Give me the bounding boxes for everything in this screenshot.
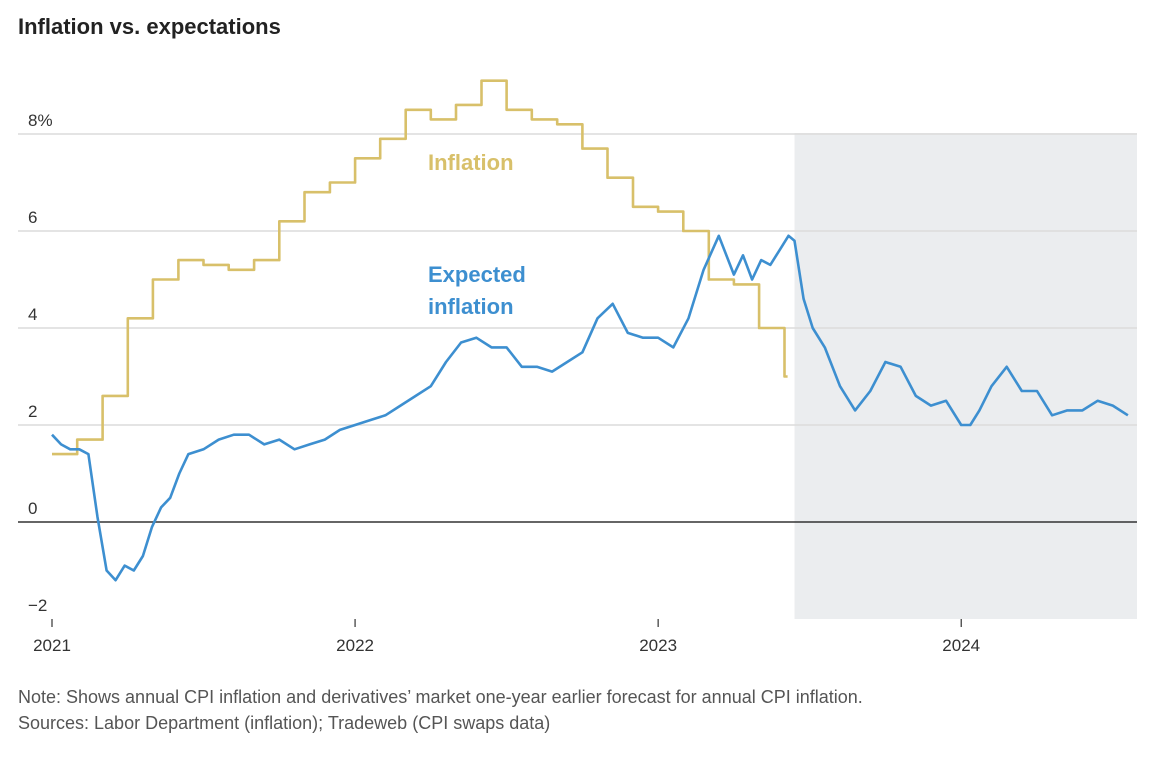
chart-notes: Note: Shows annual CPI inflation and der… bbox=[18, 684, 863, 736]
inflation-label: Inflation bbox=[428, 150, 514, 175]
shaded-region bbox=[794, 133, 1137, 619]
y-tick-label: 4 bbox=[28, 305, 37, 324]
y-tick-label: 8% bbox=[28, 111, 53, 130]
x-tick-label: 2022 bbox=[336, 636, 374, 655]
y-axis-tick-labels: 8% 6 4 2 0 −2 bbox=[28, 111, 53, 615]
y-tick-label: −2 bbox=[28, 596, 47, 615]
y-tick-label: 2 bbox=[28, 402, 37, 421]
inflation-line bbox=[52, 79, 788, 456]
line-chart: 8% 6 4 2 0 −2 2021 2022 2023 2024 Inflation Expec… bbox=[18, 79, 1137, 655]
shaded-region-layer bbox=[794, 133, 1137, 619]
x-tick-label: 2024 bbox=[942, 636, 980, 655]
expected-inflation-line bbox=[51, 234, 1129, 582]
chart-title: Inflation vs. expectations bbox=[18, 14, 281, 39]
expected-inflation-label: inflation bbox=[428, 294, 514, 319]
series-lines bbox=[51, 79, 1129, 582]
x-tick-label: 2023 bbox=[639, 636, 677, 655]
note-text: Note: Shows annual CPI inflation and der… bbox=[18, 687, 863, 707]
x-axis-ticks: 2021 2022 2023 2024 bbox=[33, 619, 980, 655]
x-tick-label: 2021 bbox=[33, 636, 71, 655]
y-tick-label: 6 bbox=[28, 208, 37, 227]
y-tick-label: 0 bbox=[28, 499, 37, 518]
expected-inflation-label: Expected bbox=[428, 262, 526, 287]
sources-text: Sources: Labor Department (inflation); T… bbox=[18, 713, 551, 733]
gridlines bbox=[18, 133, 1137, 523]
annotations: Inflation Expected inflation bbox=[428, 150, 526, 319]
